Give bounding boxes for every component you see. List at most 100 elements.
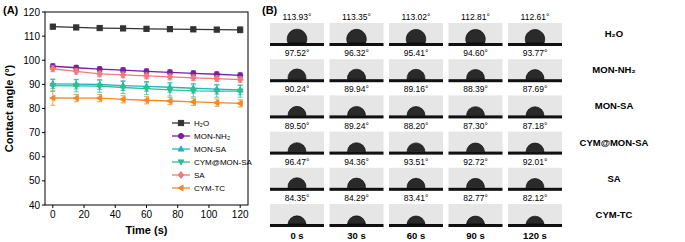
angle-label: 89.50° xyxy=(285,121,310,131)
row-label: H₂O xyxy=(605,28,623,39)
image-background xyxy=(389,132,443,155)
marker xyxy=(214,27,219,32)
row-label: CYM-TC xyxy=(596,209,633,220)
image-background xyxy=(330,204,384,227)
y-tick-label: 110 xyxy=(24,31,40,42)
marker xyxy=(97,95,102,101)
error-bar-cap xyxy=(191,98,196,99)
droplet xyxy=(347,29,367,43)
error-bar xyxy=(214,99,219,106)
angle-label: 96.32° xyxy=(344,48,369,58)
substrate xyxy=(508,188,562,191)
error-bar-cap xyxy=(167,104,172,105)
droplet xyxy=(407,216,425,224)
image-background xyxy=(389,204,443,227)
error-bar xyxy=(121,26,126,30)
error-bar xyxy=(74,95,79,102)
droplet xyxy=(407,107,425,116)
image-background xyxy=(330,132,384,155)
droplet xyxy=(287,29,307,43)
y-tick xyxy=(42,60,45,61)
droplet-image xyxy=(508,23,562,46)
image-background xyxy=(508,168,562,191)
error-bar-cap xyxy=(121,95,126,96)
x-axis-label: Time (s) xyxy=(126,224,168,236)
marker xyxy=(237,76,243,83)
error-bar-cap xyxy=(191,105,196,106)
substrate xyxy=(330,152,384,155)
marker xyxy=(167,98,172,104)
droplet xyxy=(466,29,486,43)
error-bar-cap xyxy=(214,97,219,98)
error-bar xyxy=(74,68,79,74)
droplet-image xyxy=(330,132,384,155)
error-bar-cap xyxy=(191,96,196,97)
error-bar xyxy=(74,80,79,92)
image-background xyxy=(508,95,562,118)
image-background xyxy=(270,23,324,46)
error-bar-cap xyxy=(74,101,79,102)
error-bar xyxy=(97,80,102,92)
angle-label: 95.41° xyxy=(404,48,429,58)
substrate xyxy=(389,79,443,82)
y-tick-label: 70 xyxy=(29,127,41,138)
substrate xyxy=(270,79,324,82)
error-bar-cap xyxy=(121,80,126,81)
error-bar-cap xyxy=(214,85,219,86)
legend-label: CYM@MON-SA xyxy=(194,158,253,167)
marker xyxy=(97,25,102,30)
marker xyxy=(144,26,149,31)
droplet xyxy=(407,178,425,188)
error-bar-cap xyxy=(121,81,126,82)
error-bar-cap xyxy=(74,79,79,80)
substrate xyxy=(270,224,324,227)
droplet xyxy=(526,107,544,116)
error-bar-cap xyxy=(144,103,149,104)
substrate xyxy=(449,224,503,227)
droplet-image xyxy=(330,95,384,118)
marker xyxy=(97,70,103,77)
droplet xyxy=(347,69,365,79)
droplet-image xyxy=(270,23,324,46)
error-bar xyxy=(214,28,219,32)
error-bar xyxy=(238,77,243,83)
legend-marker xyxy=(178,146,184,151)
droplet xyxy=(466,178,484,187)
error-bar xyxy=(50,80,55,92)
droplet-image xyxy=(449,23,503,46)
droplet-image xyxy=(449,168,503,191)
image-background xyxy=(270,59,324,82)
error-bar xyxy=(144,83,149,95)
marker xyxy=(237,89,243,94)
figure: (A)405060708090100110120020406080100120T… xyxy=(0,0,685,242)
substrate xyxy=(449,115,503,118)
marker xyxy=(167,27,172,32)
substrate xyxy=(330,188,384,191)
droplet-image xyxy=(389,95,443,118)
substrate xyxy=(389,188,443,191)
image-background xyxy=(508,132,562,155)
droplet-image xyxy=(449,95,503,118)
droplet xyxy=(526,70,544,80)
x-tick xyxy=(115,205,116,208)
substrate xyxy=(389,115,443,118)
droplet-image xyxy=(449,132,503,155)
droplet xyxy=(406,29,426,43)
image-background xyxy=(270,95,324,118)
droplet-image xyxy=(330,59,384,82)
error-bar-cap xyxy=(121,102,126,103)
x-tick-label: 120 xyxy=(232,209,249,220)
error-bar-cap xyxy=(191,84,196,85)
droplet-image xyxy=(389,132,443,155)
y-tick xyxy=(42,205,45,206)
legend-label: SA xyxy=(194,171,205,180)
marker xyxy=(190,89,196,94)
substrate xyxy=(270,43,324,46)
error-bar xyxy=(144,97,149,104)
error-bar-cap xyxy=(214,106,219,107)
angle-label: 112.61° xyxy=(521,12,550,22)
x-tick-label: 60 xyxy=(141,209,153,220)
droplet xyxy=(526,216,544,224)
error-bar-cap xyxy=(50,78,55,79)
x-tick-label: 20 xyxy=(78,209,90,220)
